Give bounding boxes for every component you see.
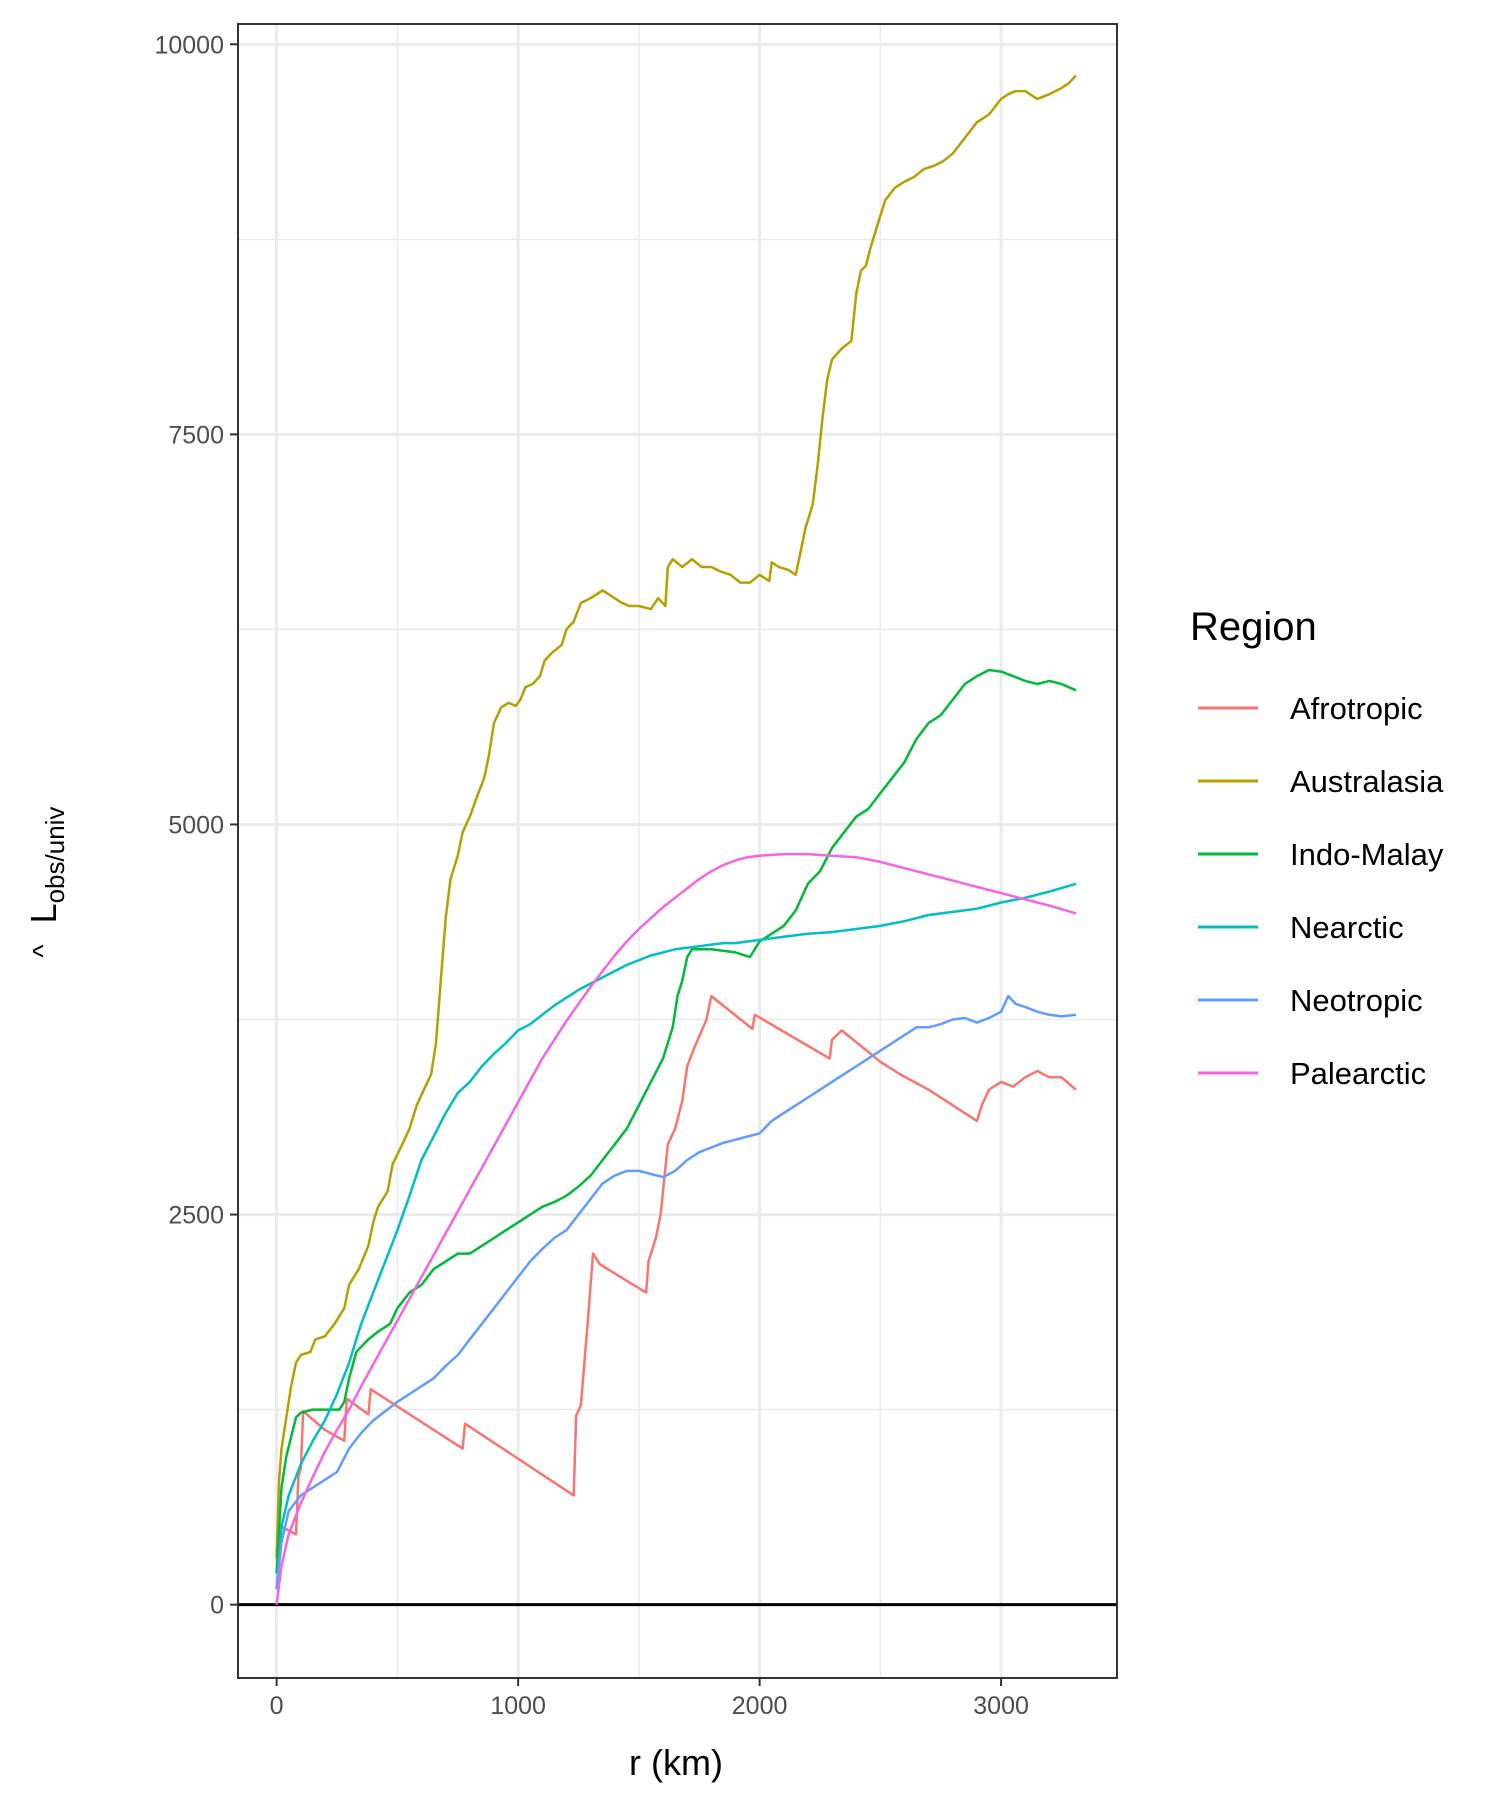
series-line-nearctic — [275, 882, 1077, 1590]
series-line-australasia — [275, 74, 1077, 1558]
x-tick-label: 0 — [270, 1692, 284, 1720]
x-tick-label: 2000 — [732, 1692, 788, 1720]
x-axis: 0 1000 2000 3000 — [270, 1678, 1029, 1720]
y-axis-title-main: L — [23, 903, 64, 923]
x-tick-label: 3000 — [973, 1692, 1029, 1720]
y-tick-label: 10000 — [154, 31, 224, 59]
legend-label-palearctic: Palearctic — [1290, 1056, 1426, 1091]
x-tick-label: 1000 — [490, 1692, 546, 1720]
y-axis: 0 2500 5000 7500 10000 — [154, 31, 238, 1620]
y-axis-title-subscript: obs/univ — [40, 807, 70, 904]
y-tick-label: 2500 — [168, 1202, 224, 1230]
y-tick-label: 5000 — [168, 811, 224, 839]
legend-label-indo-malay: Indo-Malay — [1290, 837, 1444, 872]
series-line-neotropic — [275, 994, 1077, 1590]
plot-panel — [238, 24, 1117, 1678]
y-axis-title: Lobs/univ ^ — [23, 807, 70, 958]
legend-label-afrotropic: Afrotropic — [1290, 691, 1423, 726]
svg-text:Lobs/univ: Lobs/univ — [23, 807, 70, 924]
series-line-afrotropic — [275, 994, 1077, 1552]
legend-items: Afrotropic Australasia Indo-Malay Nearctic N… — [1198, 691, 1444, 1091]
legend: Region Afrotropic Australasia Indo-Malay Ne… — [1190, 605, 1444, 1091]
y-axis-title-hat: ^ — [27, 944, 58, 957]
plot-border — [237, 23, 1118, 1679]
y-tick-label: 7500 — [168, 421, 224, 449]
series-line-palearctic — [275, 852, 1077, 1605]
major-grid — [238, 24, 1117, 1678]
y-tick-label: 0 — [210, 1592, 224, 1620]
legend-label-neotropic: Neotropic — [1290, 983, 1423, 1018]
series-line-indo-malay — [275, 668, 1077, 1574]
legend-label-nearctic: Nearctic — [1290, 910, 1404, 945]
series-lines — [275, 74, 1077, 1605]
legend-label-australasia: Australasia — [1290, 764, 1444, 799]
x-axis-title: r (km) — [629, 1742, 723, 1783]
legend-title: Region — [1190, 605, 1317, 649]
